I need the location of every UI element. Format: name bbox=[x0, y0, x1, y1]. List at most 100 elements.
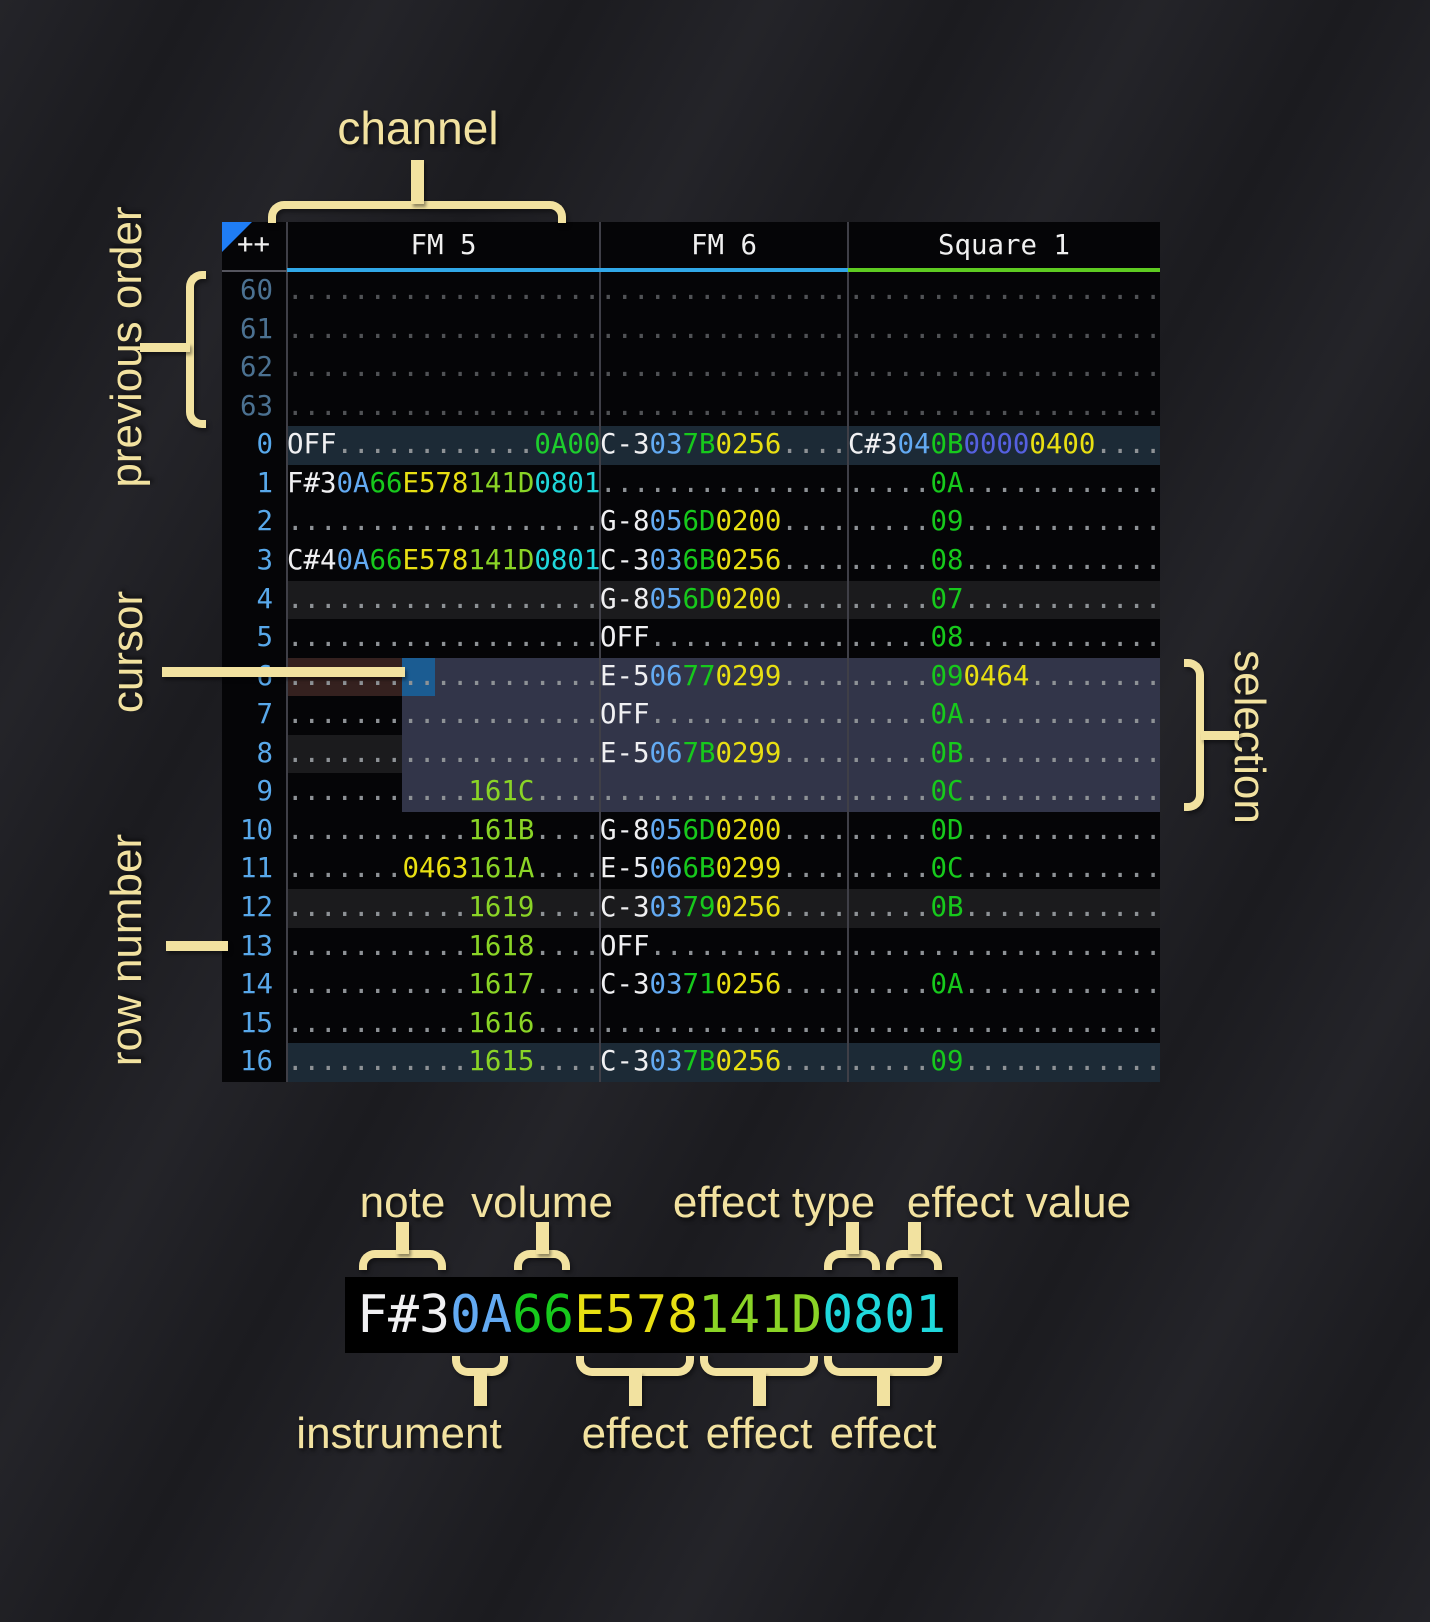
pattern-cell[interactable]: .....09............ bbox=[848, 1043, 1160, 1082]
pattern-cell[interactable]: ................... bbox=[287, 696, 600, 735]
legend-segment-fxY: E578 bbox=[574, 1285, 699, 1345]
pattern-cell[interactable]: ...........1618.... bbox=[287, 928, 600, 967]
pattern-cell[interactable]: ................... bbox=[287, 272, 600, 311]
pattern-cell[interactable]: ................... bbox=[287, 311, 600, 350]
pattern-cell[interactable]: C#3040B00000400.... bbox=[848, 426, 1160, 465]
legend-brace-effect-value bbox=[886, 1250, 942, 1270]
pattern-cell[interactable]: ................... bbox=[848, 349, 1160, 388]
pattern-cell[interactable]: C-3037B0256.... bbox=[600, 426, 848, 465]
row-number: 61 bbox=[240, 313, 273, 345]
pattern-cell[interactable]: C#40A66E578141D0801 bbox=[287, 542, 600, 581]
pattern-cell[interactable]: ............... bbox=[600, 465, 848, 504]
pattern-value-fxY: 0256 bbox=[715, 429, 782, 461]
pattern-cell[interactable]: .....0C............ bbox=[848, 773, 1160, 812]
pattern-value-note: E-5 bbox=[600, 660, 650, 692]
pattern-cell[interactable]: ...........1615.... bbox=[287, 1043, 600, 1082]
row-number: 14 bbox=[240, 969, 273, 1001]
pattern-cell[interactable]: OFF............0A00 bbox=[287, 426, 600, 465]
pattern-cell[interactable]: E-5066B0299.... bbox=[600, 850, 848, 889]
pattern-row: 11 .......0463161A.... E-5066B0299........… bbox=[222, 850, 1160, 889]
pattern-cell[interactable]: G-8056D0200.... bbox=[600, 581, 848, 620]
pattern-cell[interactable]: ................... bbox=[287, 503, 600, 542]
selection-annotation-brace bbox=[1184, 659, 1204, 811]
pattern-cell[interactable]: ............... bbox=[600, 773, 848, 812]
pattern-cell[interactable]: .....090464........ bbox=[848, 658, 1160, 697]
pattern-cell[interactable]: C-303790256.... bbox=[600, 889, 848, 928]
pattern-cell[interactable]: .....0A............ bbox=[848, 465, 1160, 504]
empty-dots: .... bbox=[781, 429, 848, 461]
pattern-cell[interactable]: E-506770299.... bbox=[600, 658, 848, 697]
legend-label-effect-2: effect bbox=[705, 1409, 813, 1458]
pattern-cell[interactable]: ...........1617.... bbox=[287, 966, 600, 1005]
empty-dots: .... bbox=[534, 930, 600, 962]
empty-dots: ................... bbox=[287, 622, 600, 654]
pattern-editor[interactable]: ++ FM 5 FM 6 Square 1 60..................… bbox=[222, 222, 1160, 1082]
pattern-cell[interactable]: .....0C............ bbox=[848, 850, 1160, 889]
pattern-cell[interactable]: .....0B............ bbox=[848, 735, 1160, 774]
legend-segment-note: F#3 bbox=[357, 1285, 451, 1345]
pattern-cell[interactable]: E-5067B0299.... bbox=[600, 735, 848, 774]
empty-dots: ............ bbox=[963, 544, 1160, 576]
pattern-cell[interactable]: ............... bbox=[600, 1005, 848, 1044]
pattern-value-fxY: E578 bbox=[402, 544, 469, 576]
pattern-cell[interactable]: ................... bbox=[287, 349, 600, 388]
pattern-cell[interactable]: G-8056D0200.... bbox=[600, 503, 848, 542]
pattern-cell[interactable]: ............... bbox=[600, 388, 848, 427]
pattern-cell[interactable]: OFF............ bbox=[600, 928, 848, 967]
empty-dots: ........... bbox=[287, 969, 469, 1001]
pattern-cell[interactable]: .....08............ bbox=[848, 619, 1160, 658]
pattern-cell[interactable]: .....0A............ bbox=[848, 696, 1160, 735]
order-corner-cell[interactable]: ++ bbox=[222, 222, 287, 268]
pattern-cell[interactable]: .....0D............ bbox=[848, 812, 1160, 851]
pattern-cell[interactable]: C-303710256.... bbox=[600, 966, 848, 1005]
cursor-annotation-line bbox=[162, 667, 405, 677]
pattern-cell[interactable]: ................... bbox=[287, 388, 600, 427]
empty-dots: ..... bbox=[848, 853, 931, 885]
pattern-cell[interactable]: ................... bbox=[848, 272, 1160, 311]
pattern-cell[interactable]: .....0A............ bbox=[848, 966, 1160, 1005]
pattern-cell[interactable]: ................... bbox=[287, 619, 600, 658]
pattern-cell[interactable]: .....09............ bbox=[848, 503, 1160, 542]
legend-stem-effect-type bbox=[845, 1222, 859, 1254]
pattern-cell[interactable]: G-8056D0200.... bbox=[600, 812, 848, 851]
pattern-cell[interactable]: ...........1619.... bbox=[287, 889, 600, 928]
empty-dots: ........ bbox=[1029, 660, 1160, 692]
empty-dots: ............ bbox=[336, 429, 535, 461]
pattern-cell[interactable]: OFF............ bbox=[600, 619, 848, 658]
pattern-cell[interactable]: ................... bbox=[287, 581, 600, 620]
row-number: 1 bbox=[256, 467, 274, 499]
pattern-cell[interactable]: ...........161B.... bbox=[287, 812, 600, 851]
pattern-cell[interactable]: F#30A66E578141D0801 bbox=[287, 465, 600, 504]
empty-dots: .... bbox=[781, 737, 848, 769]
channel-header-fm-6[interactable]: FM 6 bbox=[691, 229, 757, 261]
pattern-cell[interactable]: ................... bbox=[848, 1005, 1160, 1044]
pattern-value-fxY: 0256 bbox=[715, 544, 782, 576]
pattern-value-fxY: 0256 bbox=[715, 969, 782, 1001]
pattern-cell[interactable]: ................... bbox=[848, 311, 1160, 350]
order-corner-icon bbox=[222, 222, 252, 252]
empty-dots: ..... bbox=[848, 776, 931, 808]
pattern-cell[interactable]: .....08............ bbox=[848, 542, 1160, 581]
pattern-value-note: F#3 bbox=[287, 467, 337, 499]
pattern-cell[interactable]: .......0463161A.... bbox=[287, 850, 600, 889]
pattern-cell[interactable]: .....07............ bbox=[848, 581, 1160, 620]
pattern-cell[interactable]: C-3037B0256.... bbox=[600, 1043, 848, 1082]
pattern-cell[interactable]: OFF............ bbox=[600, 696, 848, 735]
pattern-cell[interactable]: ................... bbox=[848, 928, 1160, 967]
pattern-cell[interactable]: ............... bbox=[600, 349, 848, 388]
pattern-cell[interactable]: ............... bbox=[600, 311, 848, 350]
pattern-cell[interactable]: C-3036B0256.... bbox=[600, 542, 848, 581]
pattern-value-fxY: 0200 bbox=[715, 506, 782, 538]
pattern-cell[interactable]: ...........1616.... bbox=[287, 1005, 600, 1044]
pattern-cell[interactable]: ................... bbox=[287, 735, 600, 774]
pattern-cell[interactable]: .....0B............ bbox=[848, 889, 1160, 928]
pattern-cell[interactable]: ............... bbox=[600, 272, 848, 311]
pattern-cell[interactable]: ...........161C.... bbox=[287, 773, 600, 812]
pattern-value-vol: 0B bbox=[930, 429, 964, 461]
channel-header-square-1[interactable]: Square 1 bbox=[938, 229, 1070, 261]
row-number: 9 bbox=[256, 776, 274, 808]
pattern-value-ins: 03 bbox=[649, 1046, 683, 1078]
pattern-cell[interactable]: ................... bbox=[848, 388, 1160, 427]
channel-header-fm-5[interactable]: FM 5 bbox=[410, 229, 477, 261]
